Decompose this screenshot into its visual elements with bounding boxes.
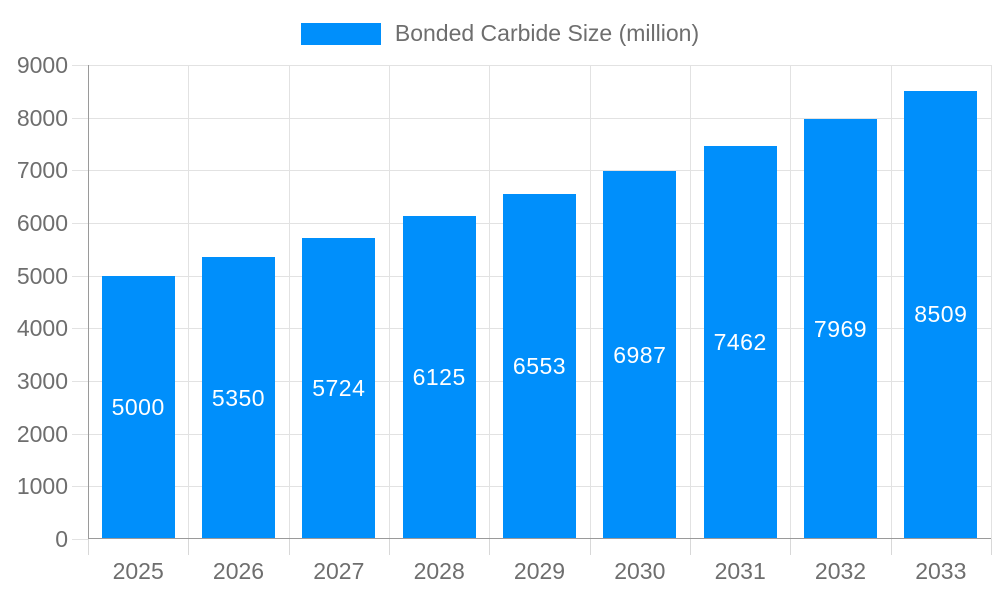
y-axis-tick-label: 2000 bbox=[16, 420, 68, 447]
y-axis-tick-label: 7000 bbox=[16, 157, 68, 184]
bar-value-label: 5000 bbox=[111, 393, 165, 420]
x-axis-tick bbox=[890, 539, 892, 555]
x-axis-category-label: 2028 bbox=[413, 558, 465, 584]
y-axis-line bbox=[88, 65, 89, 539]
bar[interactable]: 6125 bbox=[402, 216, 476, 539]
bar-value-label: 7462 bbox=[713, 329, 767, 355]
bar[interactable]: 7969 bbox=[804, 119, 877, 539]
v-gridline bbox=[188, 65, 190, 539]
y-axis-tick bbox=[72, 328, 88, 330]
v-gridline bbox=[690, 65, 691, 539]
v-gridline bbox=[790, 65, 792, 539]
x-axis-category-label: 2032 bbox=[814, 558, 867, 584]
h-gridline bbox=[88, 65, 991, 66]
x-axis-category-label: 2031 bbox=[714, 558, 766, 584]
y-axis-tick bbox=[72, 539, 88, 540]
h-gridline bbox=[88, 170, 991, 172]
bar[interactable]: 5724 bbox=[302, 237, 376, 539]
bar-value-label: 6987 bbox=[613, 341, 667, 368]
v-gridline bbox=[589, 65, 591, 539]
x-axis-category-label: 2027 bbox=[313, 558, 365, 584]
plot-area: 5000 5350 5724 6125 6553 6987 7462 7969 8509 bbox=[88, 65, 992, 539]
bar-value-label: 7969 bbox=[813, 315, 868, 342]
y-axis-tick-label: 9000 bbox=[16, 52, 68, 78]
bar-value-label: 8509 bbox=[914, 301, 968, 328]
bar-value-label: 5724 bbox=[312, 374, 366, 401]
x-axis-category-label: 2025 bbox=[112, 558, 164, 584]
y-axis-tick bbox=[72, 170, 88, 172]
x-axis-category-label: 2030 bbox=[614, 558, 666, 584]
x-axis-tick bbox=[690, 539, 691, 555]
legend-swatch-icon bbox=[300, 22, 381, 45]
y-axis-tick-label: 8000 bbox=[16, 104, 68, 131]
y-axis-tick-label: 1000 bbox=[16, 473, 68, 500]
legend-label: Bonded Carbide Size (million) bbox=[394, 20, 700, 46]
bar[interactable]: 5000 bbox=[101, 275, 175, 539]
y-axis-tick-label: 6000 bbox=[16, 210, 68, 236]
bar-value-label: 6553 bbox=[512, 352, 567, 379]
y-axis-tick-label: 4000 bbox=[16, 315, 68, 342]
bar[interactable]: 5350 bbox=[202, 257, 275, 539]
legend[interactable]: Bonded Carbide Size (million) bbox=[0, 20, 1000, 47]
x-axis-tick bbox=[589, 539, 591, 555]
v-gridline bbox=[991, 65, 992, 539]
bar[interactable]: 8509 bbox=[904, 90, 978, 539]
y-axis-tick bbox=[72, 275, 88, 277]
h-gridline bbox=[88, 117, 991, 119]
x-axis-tick bbox=[991, 539, 992, 555]
bar[interactable]: 7462 bbox=[703, 146, 777, 539]
v-gridline bbox=[288, 65, 290, 539]
y-axis-tick-label: 5000 bbox=[16, 262, 68, 289]
x-axis-tick bbox=[489, 539, 491, 555]
x-axis-tick bbox=[88, 539, 89, 555]
v-gridline bbox=[890, 65, 892, 539]
x-axis-line bbox=[88, 538, 991, 539]
bar-value-label: 6125 bbox=[412, 364, 466, 391]
bar[interactable]: 6987 bbox=[603, 171, 677, 539]
y-axis-tick bbox=[72, 223, 88, 224]
bar-value-label: 5350 bbox=[211, 384, 266, 411]
v-gridline bbox=[389, 65, 390, 539]
x-axis-category-label: 2029 bbox=[513, 558, 566, 584]
y-axis-tick bbox=[72, 65, 88, 66]
y-axis-tick-label: 3000 bbox=[16, 368, 68, 394]
y-axis-tick bbox=[72, 381, 88, 382]
x-axis-tick bbox=[188, 539, 190, 555]
y-axis-tick-label: 0 bbox=[55, 526, 68, 552]
y-axis-tick bbox=[72, 117, 88, 119]
x-axis-tick bbox=[288, 539, 290, 555]
x-axis-category-label: 2026 bbox=[212, 558, 265, 584]
v-gridline bbox=[489, 65, 491, 539]
x-axis-tick bbox=[389, 539, 390, 555]
bar[interactable]: 6553 bbox=[503, 193, 576, 539]
y-axis-tick bbox=[72, 486, 88, 488]
y-axis-tick bbox=[72, 433, 88, 435]
x-axis-tick bbox=[790, 539, 792, 555]
x-axis-category-label: 2033 bbox=[915, 558, 967, 584]
